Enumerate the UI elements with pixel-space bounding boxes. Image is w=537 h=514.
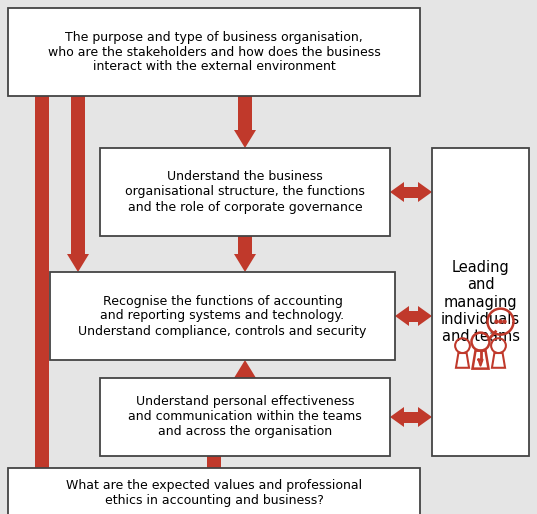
Polygon shape [404, 187, 418, 197]
Polygon shape [418, 306, 432, 326]
Polygon shape [418, 182, 432, 202]
Text: Understand the business
organisational structure, the functions
and the role of : Understand the business organisational s… [125, 171, 365, 213]
Polygon shape [71, 96, 85, 254]
Polygon shape [234, 360, 256, 378]
FancyBboxPatch shape [8, 468, 420, 514]
FancyBboxPatch shape [50, 272, 395, 360]
Polygon shape [234, 130, 256, 148]
Polygon shape [35, 96, 49, 500]
Text: The purpose and type of business organisation,
who are the stakeholders and how : The purpose and type of business organis… [48, 30, 380, 74]
Polygon shape [234, 254, 256, 272]
Circle shape [503, 320, 506, 323]
Polygon shape [238, 96, 252, 130]
Polygon shape [395, 306, 409, 326]
Polygon shape [31, 500, 53, 514]
Polygon shape [418, 407, 432, 427]
FancyBboxPatch shape [432, 148, 529, 456]
Circle shape [495, 320, 498, 323]
Text: Recognise the functions of accounting
and reporting systems and technology.
Unde: Recognise the functions of accounting an… [78, 295, 367, 338]
FancyBboxPatch shape [100, 148, 390, 236]
FancyBboxPatch shape [100, 378, 390, 456]
Polygon shape [67, 254, 89, 272]
Polygon shape [404, 412, 418, 423]
Polygon shape [390, 407, 404, 427]
Text: Leading
and
managing
individuals
and teams: Leading and managing individuals and tea… [441, 260, 520, 344]
FancyBboxPatch shape [8, 8, 420, 96]
Polygon shape [409, 310, 418, 321]
Text: What are the expected values and professional
ethics in accounting and business?: What are the expected values and profess… [66, 479, 362, 507]
Polygon shape [203, 456, 225, 474]
Polygon shape [238, 236, 252, 254]
Polygon shape [203, 450, 225, 468]
Polygon shape [207, 450, 221, 474]
Text: Understand personal effectiveness
and communication within the teams
and across : Understand personal effectiveness and co… [128, 395, 362, 438]
Polygon shape [390, 182, 404, 202]
Circle shape [499, 320, 502, 323]
